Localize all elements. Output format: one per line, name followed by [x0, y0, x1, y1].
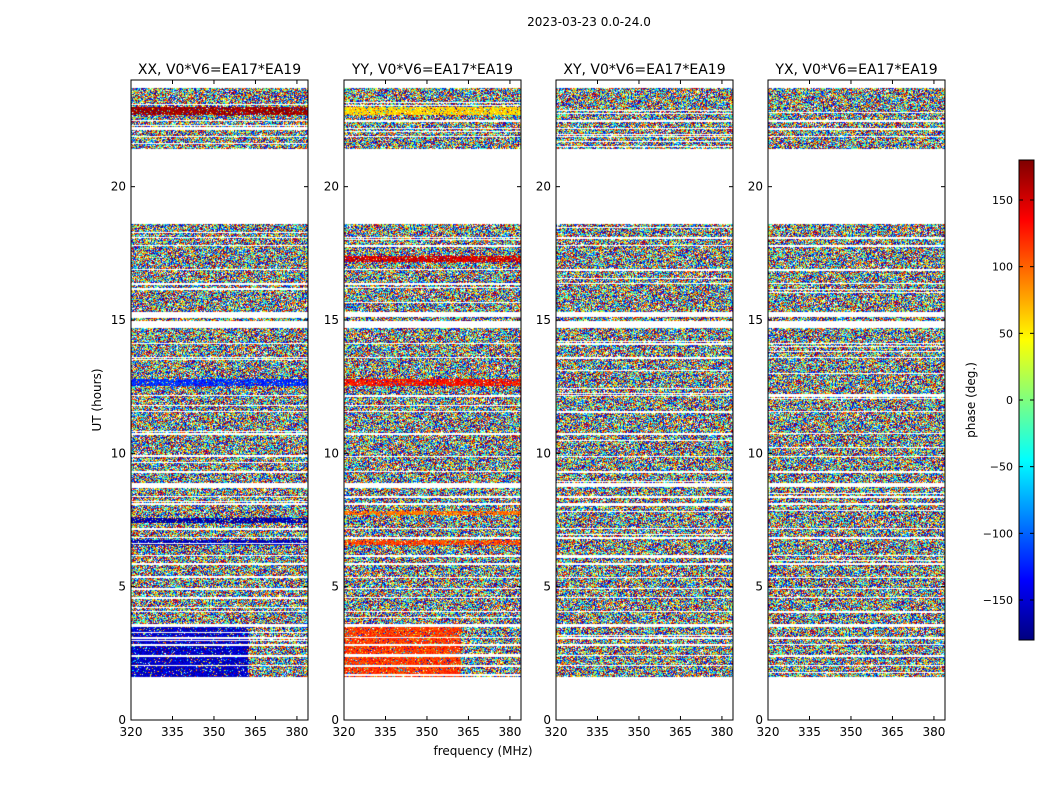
panel-yx: YX, V0*V6=EA17*EA19 320 335 350 365 380 0 5 10 15… [748, 62, 946, 739]
y-tick-label: 0 [755, 713, 763, 727]
colorbar: 150 100 50 0 −50 −100 −150 [983, 159, 1035, 641]
y-tick-label: 10 [324, 446, 339, 460]
y-tick-label: 20 [748, 180, 763, 194]
axes-frame [555, 79, 734, 721]
phase-heatmap [556, 80, 733, 720]
panel-title: XY, V0*V6=EA17*EA19 [563, 62, 725, 78]
y-tick-label: 0 [118, 713, 126, 727]
y-tick-label: 5 [118, 580, 126, 594]
x-tick-label: 335 [586, 725, 609, 739]
x-tick-label: 320 [757, 725, 780, 739]
panel-title: YX, V0*V6=EA17*EA19 [774, 62, 937, 78]
x-tick-label: 350 [628, 725, 651, 739]
colorbar-label: phase (deg.) [964, 362, 978, 438]
colorbar-tick-label: −150 [983, 594, 1013, 607]
x-tick-label: 335 [798, 725, 821, 739]
y-tick-label: 20 [111, 180, 126, 194]
x-tick-label: 365 [244, 725, 267, 739]
x-tick-label: 350 [203, 725, 226, 739]
y-tick-label: 0 [543, 713, 551, 727]
colorbar-tick-label: 0 [1006, 394, 1013, 407]
axes-frame [767, 79, 946, 721]
panel-xy: XY, V0*V6=EA17*EA19 320 335 350 365 380 0 5 10 15… [536, 62, 734, 739]
y-tick-label: 5 [543, 580, 551, 594]
panel-title: XX, V0*V6=EA17*EA19 [138, 62, 301, 78]
x-tick-label: 335 [374, 725, 397, 739]
y-tick-label: 10 [536, 446, 551, 460]
x-axis-label: frequency (MHz) [433, 744, 532, 758]
y-tick-label: 20 [324, 180, 339, 194]
x-tick-label: 380 [285, 725, 308, 739]
x-tick-label: 380 [922, 725, 945, 739]
x-tick-label: 350 [840, 725, 863, 739]
y-tick-label: 20 [536, 180, 551, 194]
y-tick-label: 15 [111, 313, 126, 327]
panel-xx: XX, V0*V6=EA17*EA19 320 335 350 365 380 0 5 10 15… [111, 62, 309, 739]
y-tick-label: 5 [755, 580, 763, 594]
y-tick-label: 0 [331, 713, 339, 727]
x-tick-label: 350 [416, 725, 439, 739]
x-tick-label: 365 [881, 725, 904, 739]
axes-frame [130, 79, 309, 721]
x-tick-label: 365 [669, 725, 692, 739]
panels: XX, V0*V6=EA17*EA19 320 335 350 365 380 0 5 10 15… [111, 62, 946, 739]
x-tick-label: 320 [120, 725, 143, 739]
phase-heatmap [344, 80, 521, 720]
axes-frame [343, 79, 522, 721]
y-tick-label: 15 [324, 313, 339, 327]
x-tick-label: 380 [498, 725, 521, 739]
colorbar-tick-label: −100 [983, 527, 1013, 540]
phase-heatmap [131, 80, 308, 720]
x-tick-label: 335 [161, 725, 184, 739]
y-tick-label: 10 [748, 446, 763, 460]
y-tick-label: 15 [748, 313, 763, 327]
y-tick-label: 15 [536, 313, 551, 327]
phase-heatmap [768, 80, 945, 720]
x-tick-label: 380 [710, 725, 733, 739]
x-tick-label: 365 [457, 725, 480, 739]
panel-yy: YY, V0*V6=EA17*EA19 320 335 350 365 380 0 5 10 15… [324, 62, 522, 739]
y-tick-label: 5 [331, 580, 339, 594]
colorbar-tick-label: 150 [992, 194, 1013, 207]
colorbar-tick-label: 100 [992, 261, 1013, 274]
x-tick-label: 320 [545, 725, 568, 739]
colorbar-tick-label: 50 [999, 327, 1013, 340]
x-tick-label: 320 [333, 725, 356, 739]
colorbar-tick-label: −50 [990, 461, 1013, 474]
y-tick-label: 10 [111, 446, 126, 460]
figure-suptitle: 2023-03-23 0.0-24.0 [527, 15, 651, 29]
y-axis-label: UT (hours) [90, 368, 104, 431]
panel-title: YY, V0*V6=EA17*EA19 [351, 62, 513, 78]
